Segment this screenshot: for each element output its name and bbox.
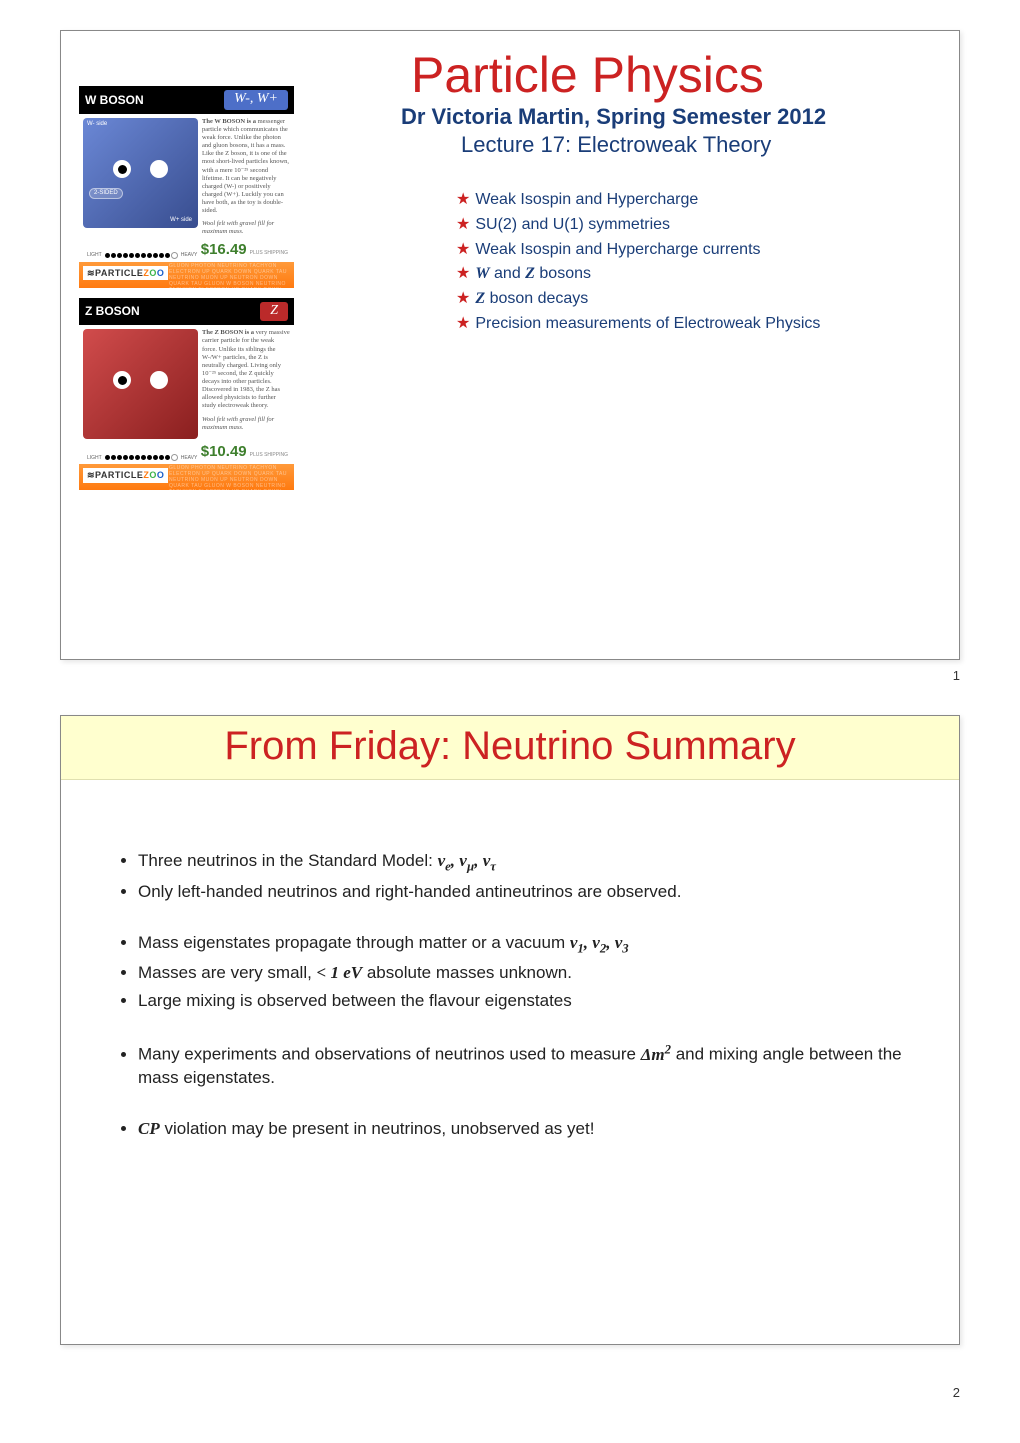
zboson-name: Z BOSON xyxy=(85,304,140,318)
slide1-bullet: Weak Isospin and Hypercharge xyxy=(475,188,875,213)
zboson-symbol: Z xyxy=(260,302,288,322)
list-item: Mass eigenstates propagate through matte… xyxy=(138,932,904,958)
slide2-title: From Friday: Neutrino Summary xyxy=(61,716,959,780)
slide1-title: Particle Physics xyxy=(411,46,959,104)
list-item: Large mixing is observed between the fla… xyxy=(138,990,904,1013)
slide1-bullet: Z boson decays xyxy=(475,287,875,312)
slide-2: From Friday: Neutrino Summary Three neut… xyxy=(60,715,960,1345)
slide2-group-3: Many experiments and observations of neu… xyxy=(116,1041,904,1090)
wboson-name: W BOSON xyxy=(85,93,144,107)
two-sided-tag: 2-SIDED xyxy=(89,188,123,199)
w-minus-label: W- side xyxy=(87,121,107,128)
zboson-plush-image xyxy=(83,329,198,439)
slide2-group-2: Mass eigenstates propagate through matte… xyxy=(116,932,904,1013)
slide-1: Particle Physics Dr Victoria Martin, Spr… xyxy=(60,30,960,660)
slide1-sidebar: W BOSON W-, W+ 2-SIDED W- side W+ side T… xyxy=(79,86,294,500)
slide2-group-1: Three neutrinos in the Standard Model: ν… xyxy=(116,850,904,904)
slide1-bullet: Precision measurements of Electroweak Ph… xyxy=(475,312,875,337)
wboson-description: The W BOSON is a messenger particle whic… xyxy=(202,118,290,237)
wboson-mass-scale: LIGHT HEAVY xyxy=(85,252,199,259)
slide1-bullet-list: Weak Isospin and Hypercharge SU(2) and U… xyxy=(456,188,959,337)
wboson-plush-image: 2-SIDED W- side W+ side xyxy=(83,118,198,228)
slide1-bullet: W and Z bosons xyxy=(475,262,875,287)
wboson-card: W BOSON W-, W+ 2-SIDED W- side W+ side T… xyxy=(79,86,294,288)
list-item: Three neutrinos in the Standard Model: ν… xyxy=(138,850,904,876)
wboson-symbol: W-, W+ xyxy=(224,90,288,110)
zboson-card: Z BOSON Z The Z BOSON is a very massive … xyxy=(79,298,294,491)
zboson-mass-scale: LIGHT HEAVY xyxy=(85,454,199,461)
list-item: Many experiments and observations of neu… xyxy=(138,1041,904,1090)
page-number-2: 2 xyxy=(953,1385,960,1400)
particlezoo-banner: GLUON PHOTON NEUTRINO TACHYON ELECTRON U… xyxy=(79,464,294,490)
slide1-author: Dr Victoria Martin, Spring Semester 2012 xyxy=(401,104,959,130)
slide1-lecture: Lecture 17: Electroweak Theory xyxy=(461,132,959,158)
wboson-price: $16.49PLUS SHIPPING xyxy=(201,241,288,259)
particlezoo-logo: ≋PARTICLEZOO xyxy=(83,266,168,281)
slide1-bullet: Weak Isospin and Hypercharge currents xyxy=(475,238,875,263)
zboson-header: Z BOSON Z xyxy=(79,298,294,326)
zboson-price: $10.49PLUS SHIPPING xyxy=(201,443,288,461)
list-item: CP violation may be present in neutrinos… xyxy=(138,1118,904,1141)
particlezoo-logo: ≋PARTICLEZOO xyxy=(83,468,168,483)
page-number-1: 1 xyxy=(953,668,960,683)
slide1-bullet: SU(2) and U(1) symmetries xyxy=(475,213,875,238)
particlezoo-banner: GLUON PHOTON NEUTRINO TACHYON ELECTRON U… xyxy=(79,262,294,288)
w-plus-label: W+ side xyxy=(170,217,192,224)
list-item: Only left-handed neutrinos and right-han… xyxy=(138,881,904,904)
slide2-body: Three neutrinos in the Standard Model: ν… xyxy=(61,780,959,1140)
zboson-description: The Z BOSON is a very massive carrier pa… xyxy=(202,329,290,439)
list-item: Masses are very small, < 1 eV absolute m… xyxy=(138,962,904,985)
wboson-header: W BOSON W-, W+ xyxy=(79,86,294,114)
slide2-group-4: CP violation may be present in neutrinos… xyxy=(116,1118,904,1141)
